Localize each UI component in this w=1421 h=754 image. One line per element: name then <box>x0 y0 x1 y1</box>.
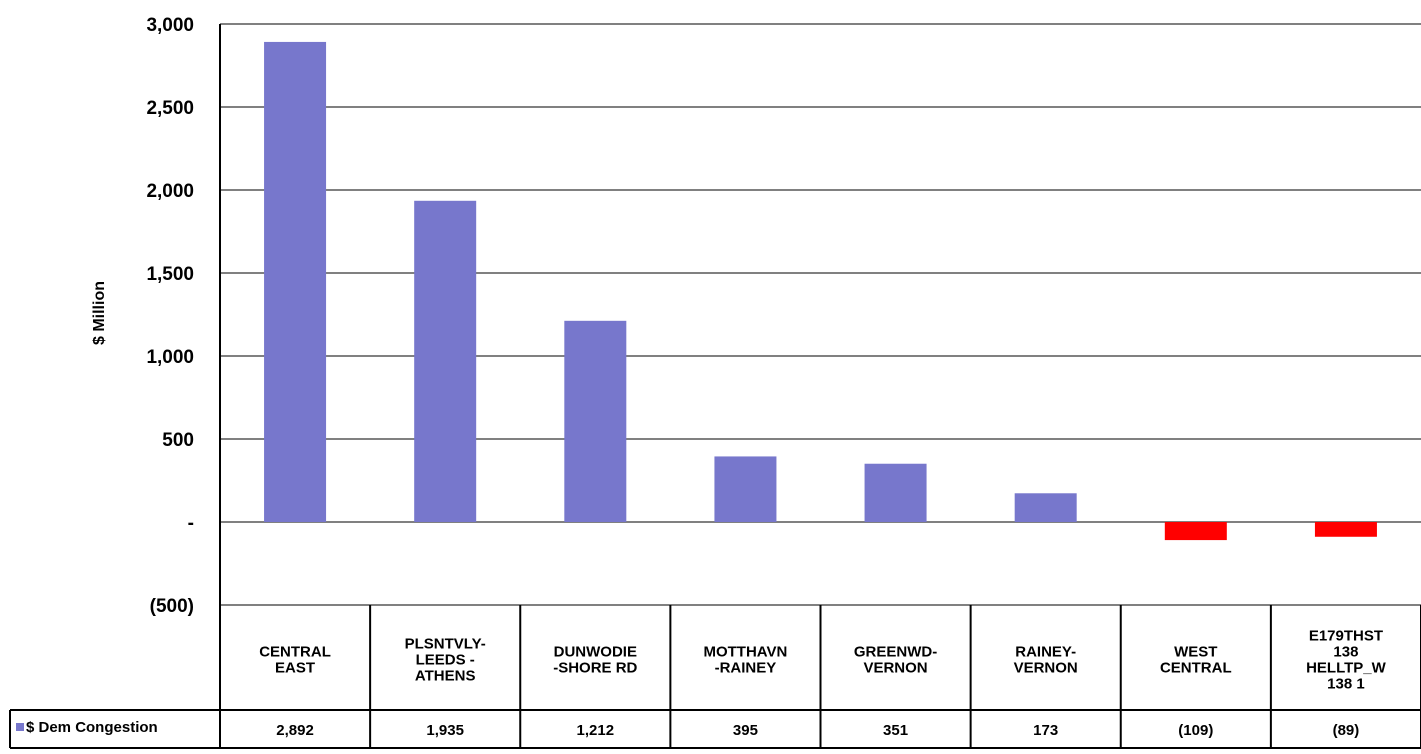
data-label: 173 <box>1033 722 1058 739</box>
category-label: MOTTHAVN -RAINEY <box>703 644 787 677</box>
data-label: 395 <box>733 722 758 739</box>
category-label-line: HELLTP_W <box>1306 660 1387 677</box>
y-tick-label: 2,000 <box>146 181 194 202</box>
data-label: 1,212 <box>577 722 615 739</box>
bar <box>864 463 927 522</box>
category-label: WEST CENTRAL <box>1160 644 1232 677</box>
category-label-line: RAINEY- <box>1015 644 1076 661</box>
bar <box>1014 493 1077 522</box>
category-label: GREENWD-VERNON <box>854 644 937 677</box>
category-label-line: E179THST <box>1309 628 1383 645</box>
category-label-line: CENTRAL <box>259 644 331 661</box>
data-label: 1,935 <box>426 722 464 739</box>
data-label: (89) <box>1333 722 1360 739</box>
bar <box>264 41 327 522</box>
bar <box>414 200 477 523</box>
category-label-line: -RAINEY <box>715 660 777 677</box>
category-label-line: GREENWD- <box>854 644 937 661</box>
category-label-line: CENTRAL <box>1160 660 1232 677</box>
y-tick-label: 1,000 <box>146 347 194 368</box>
category-label-line: 138 1 <box>1327 676 1365 693</box>
axes <box>9 24 1421 749</box>
bars <box>264 41 1377 541</box>
data-label: (109) <box>1178 722 1213 739</box>
category-label: CENTRAL EAST <box>259 644 331 677</box>
y-axis-label: $ Million <box>91 281 108 345</box>
y-tick-label: 2,500 <box>146 98 194 119</box>
y-tick-labels: 3,000 2,500 2,000 1,500 1,000 500 - (500) <box>146 15 194 617</box>
legend-swatch <box>16 723 24 731</box>
y-tick-label: 500 <box>162 430 194 451</box>
category-label: E179THST 138 HELLTP_W 138 1 <box>1306 628 1387 693</box>
category-label-line: VERNON <box>863 660 927 677</box>
category-label-line: EAST <box>275 660 315 677</box>
bar <box>714 456 777 522</box>
y-tick-label: - <box>188 513 194 534</box>
y-tick-label: 1,500 <box>146 264 194 285</box>
category-label-line: -SHORE RD <box>553 660 637 677</box>
category-label-line: WEST <box>1174 644 1217 661</box>
y-tick-label: (500) <box>150 596 194 617</box>
category-label: PLSNTVLY-LEEDS -ATHENS <box>405 636 486 685</box>
y-tick-label: 3,000 <box>146 15 194 36</box>
category-label: RAINEY-VERNON <box>1014 644 1078 677</box>
bar <box>1314 522 1377 537</box>
category-label-line: DUNWODIE <box>554 644 637 661</box>
bar <box>564 320 627 522</box>
gridlines <box>220 23 1421 606</box>
category-label-line: LEEDS - <box>416 652 475 669</box>
category-label-line: 138 <box>1333 644 1358 661</box>
bar <box>1164 522 1227 541</box>
category-label-line: VERNON <box>1014 660 1078 677</box>
category-label-line: ATHENS <box>415 668 476 685</box>
category-label-line: PLSNTVLY- <box>405 636 486 653</box>
category-label: DUNWODIE -SHORE RD <box>553 644 637 677</box>
data-label: 2,892 <box>276 722 314 739</box>
data-label: 351 <box>883 722 908 739</box>
category-label-line: MOTTHAVN <box>703 644 787 661</box>
legend-entry: $ Dem Congestion <box>26 719 158 736</box>
